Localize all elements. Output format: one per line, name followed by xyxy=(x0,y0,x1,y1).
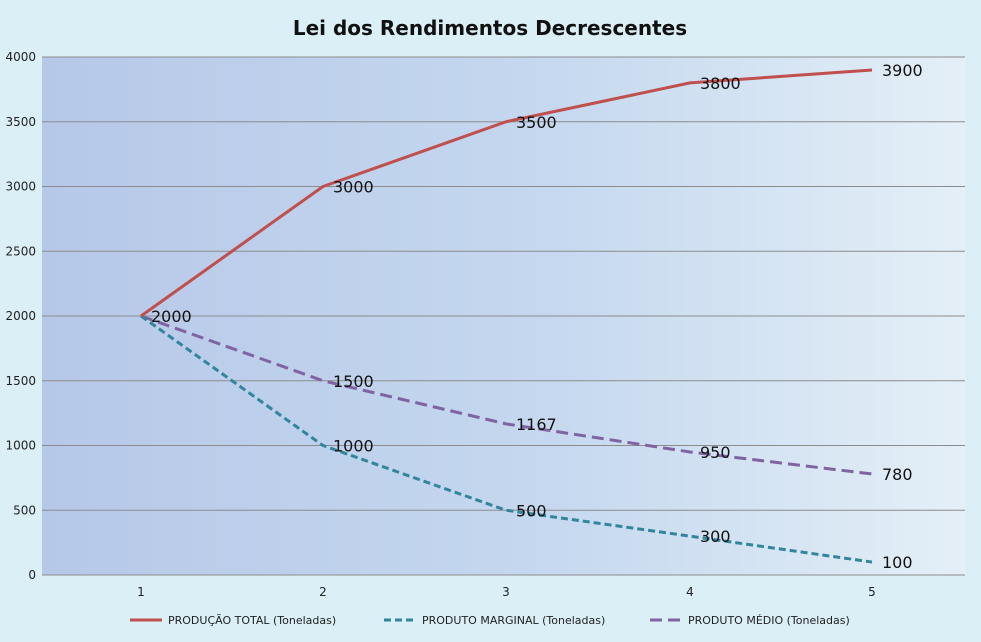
legend-label: PRODUÇÃO TOTAL (Toneladas) xyxy=(168,614,336,627)
data-label: 3900 xyxy=(882,61,923,80)
x-tick-label: 2 xyxy=(319,585,327,599)
series-line-2 xyxy=(140,314,873,476)
y-tick-label: 2500 xyxy=(5,244,36,258)
y-tick-label: 500 xyxy=(13,503,36,517)
data-label: 950 xyxy=(700,443,731,462)
x-tick-label: 1 xyxy=(137,585,145,599)
legend: PRODUÇÃO TOTAL (Toneladas) PRODUTO MARGIN… xyxy=(130,614,850,627)
data-label: 1500 xyxy=(333,372,374,391)
data-label: 300 xyxy=(700,527,731,546)
y-tick-label: 3000 xyxy=(5,180,36,194)
y-tick-label: 0 xyxy=(28,568,36,582)
y-tick-label: 1500 xyxy=(5,374,36,388)
data-label: 780 xyxy=(882,465,913,484)
x-tick-label: 3 xyxy=(502,585,510,599)
series-line-0 xyxy=(140,68,873,318)
chart-title: Lei dos Rendimentos Decrescentes xyxy=(293,16,687,40)
data-label: 1167 xyxy=(516,415,557,434)
y-tick-label: 4000 xyxy=(5,50,36,64)
series-line-1 xyxy=(140,314,873,564)
data-label: 100 xyxy=(882,553,913,572)
series-lines xyxy=(140,68,873,564)
x-tick-label: 5 xyxy=(868,585,876,599)
data-label: 2000 xyxy=(151,307,192,326)
legend-label: PRODUTO MÉDIO (Toneladas) xyxy=(688,614,850,627)
data-label: 1000 xyxy=(333,437,374,456)
data-label: 500 xyxy=(516,501,547,520)
x-axis-ticks: 1 2 3 4 5 xyxy=(137,585,876,599)
data-label: 3500 xyxy=(516,113,557,132)
data-label: 3000 xyxy=(333,178,374,197)
y-tick-label: 2000 xyxy=(5,309,36,323)
y-tick-label: 1000 xyxy=(5,439,36,453)
data-labels: 2000 3000 3500 3800 3900 1000 500 300 100 1500 116… xyxy=(151,61,923,572)
y-axis-ticks: 0 500 1000 1500 2000 2500 3000 3500 4000 xyxy=(5,50,36,582)
data-label: 3800 xyxy=(700,74,741,93)
x-tick-label: 4 xyxy=(686,585,694,599)
legend-label: PRODUTO MARGINAL (Toneladas) xyxy=(422,614,605,627)
y-tick-label: 3500 xyxy=(5,115,36,129)
